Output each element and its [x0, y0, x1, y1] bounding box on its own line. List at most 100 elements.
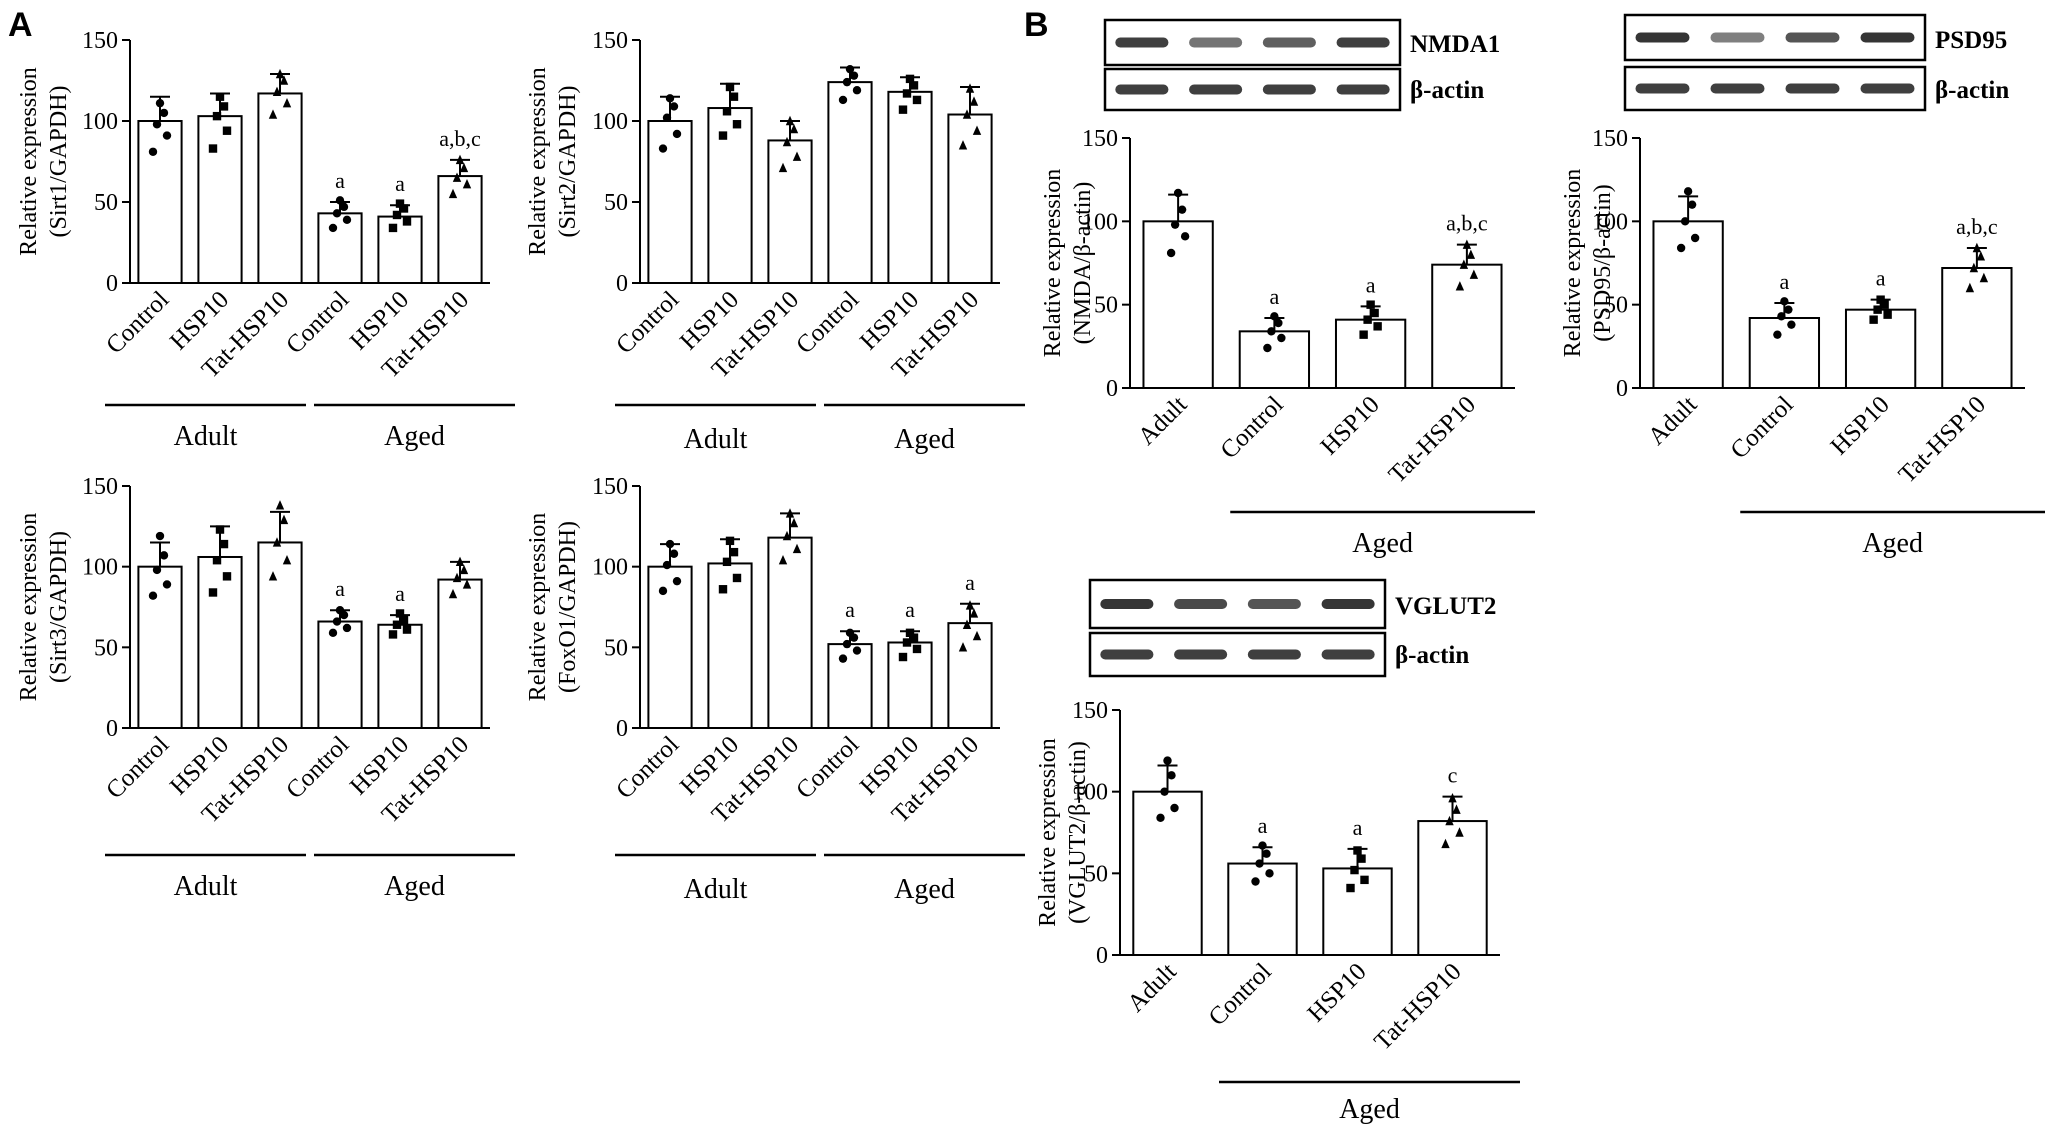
- y-tick-label: 150: [82, 474, 118, 500]
- blot-band: [1174, 599, 1228, 609]
- data-point-square: [212, 111, 222, 121]
- blot-band: [1635, 83, 1690, 94]
- data-point-circle: [1270, 312, 1279, 321]
- data-point-circle: [159, 108, 169, 118]
- data-point-square: [729, 92, 739, 101]
- y-tick-label: 50: [94, 635, 118, 661]
- blot-band: [1100, 649, 1154, 660]
- group-label: Aged: [1339, 1094, 1400, 1125]
- data-point-circle: [332, 617, 342, 626]
- data-point-circle: [335, 196, 345, 205]
- data-point-triangle: [282, 97, 292, 108]
- blot-band: [1247, 599, 1301, 609]
- bar: [827, 643, 873, 730]
- western-blot-psd95: PSD95 β-actin: [1623, 13, 2009, 112]
- data-point-square: [1373, 322, 1382, 331]
- significance-label: a: [965, 570, 975, 595]
- blot-band: [1635, 32, 1690, 43]
- data-point-circle: [662, 113, 672, 122]
- bar: [1238, 330, 1311, 390]
- x-tick-label: Control: [281, 731, 354, 804]
- bar: [1941, 267, 2013, 389]
- data-point-square: [219, 539, 229, 549]
- data-point-square: [718, 131, 728, 140]
- blot-band: [1710, 83, 1765, 94]
- blot-label-loading: β-actin: [1935, 77, 2009, 104]
- panel-label-a: A: [8, 6, 33, 44]
- blot-band: [1174, 649, 1228, 660]
- group-label: Aged: [384, 871, 445, 902]
- y-axis-label: Relative expression: [1040, 169, 1066, 358]
- data-point-square: [1876, 295, 1885, 304]
- significance-label: a: [1366, 272, 1376, 297]
- data-point-circle: [1170, 220, 1180, 229]
- blot-band: [1247, 649, 1301, 660]
- data-point-square: [909, 81, 919, 90]
- data-point-triangle: [1448, 793, 1457, 803]
- y-tick-label: 100: [1072, 780, 1108, 806]
- data-point-triangle: [455, 154, 465, 165]
- chart-sirt3: 0 50 100 150 Relative expression (Sirt3/GAPDH…: [16, 474, 515, 902]
- data-point-circle: [328, 628, 338, 638]
- bar: [1431, 263, 1503, 389]
- y-tick-label: 50: [1604, 293, 1628, 319]
- y-tick-label: 150: [82, 28, 118, 54]
- data-point-triangle: [965, 83, 975, 93]
- data-point-square: [722, 557, 732, 567]
- data-point-triangle: [1462, 239, 1472, 249]
- data-point-circle: [328, 223, 338, 233]
- blot-label-loading: β-actin: [1395, 642, 1469, 669]
- y-axis-label: (FoxO1/GAPDH): [555, 521, 581, 693]
- y-axis-label: Relative expression: [1560, 169, 1586, 358]
- data-point-circle: [838, 654, 848, 663]
- data-point-triangle: [958, 140, 968, 150]
- data-point-circle: [1687, 200, 1697, 209]
- y-axis-label: Relative expression: [525, 67, 551, 256]
- data-point-triangle: [275, 500, 285, 510]
- data-point-circle: [1777, 312, 1786, 321]
- bar: [197, 555, 243, 730]
- x-tick-label: Control: [1204, 958, 1277, 1031]
- y-tick-label: 0: [106, 271, 118, 297]
- data-point-circle: [1167, 771, 1176, 780]
- bar: [377, 215, 423, 284]
- data-point-triangle: [972, 125, 982, 135]
- y-tick-label: 50: [1084, 861, 1108, 887]
- blot-band: [1336, 37, 1390, 48]
- data-point-square: [905, 628, 915, 638]
- bar: [887, 641, 933, 730]
- data-point-circle: [1170, 803, 1179, 813]
- data-point-square: [729, 547, 739, 557]
- x-tick-label: Adult: [1133, 391, 1192, 450]
- data-point-square: [722, 107, 732, 116]
- data-point-circle: [335, 606, 345, 615]
- data-point-square: [898, 652, 908, 662]
- data-point-triangle: [448, 588, 458, 599]
- bar: [887, 90, 933, 284]
- bar: [377, 623, 423, 729]
- data-point-circle: [842, 639, 852, 649]
- western-blot-vglut2: VGLUT2 β-actin: [1088, 578, 1496, 678]
- y-tick-label: 150: [592, 474, 628, 500]
- y-axis-label: (Sirt1/GAPDH): [46, 85, 72, 237]
- bar: [197, 115, 243, 284]
- y-tick-label: 0: [616, 716, 628, 742]
- chart-nmda: 0 50 100 150 Relative expression (NMDA/β-acti…: [1040, 126, 1535, 559]
- data-point-circle: [1163, 756, 1172, 765]
- data-point-triangle: [789, 517, 799, 528]
- blot-label-target: PSD95: [1935, 27, 2007, 54]
- group-label: Adult: [174, 421, 238, 452]
- data-point-square: [1883, 310, 1892, 319]
- data-point-circle: [658, 586, 668, 596]
- data-point-triangle: [452, 172, 462, 182]
- data-point-circle: [1683, 187, 1693, 196]
- data-point-square: [402, 217, 412, 226]
- data-point-triangle: [1976, 251, 1986, 261]
- chart-sirt1: 0 50 100 150 Relative expression (Sirt1/GAPDH…: [16, 28, 515, 452]
- bar: [1132, 790, 1203, 957]
- bar: [707, 107, 753, 285]
- data-point-square: [1873, 305, 1882, 314]
- blot-band: [1115, 37, 1169, 48]
- bar: [767, 139, 813, 284]
- data-point-square: [725, 82, 735, 92]
